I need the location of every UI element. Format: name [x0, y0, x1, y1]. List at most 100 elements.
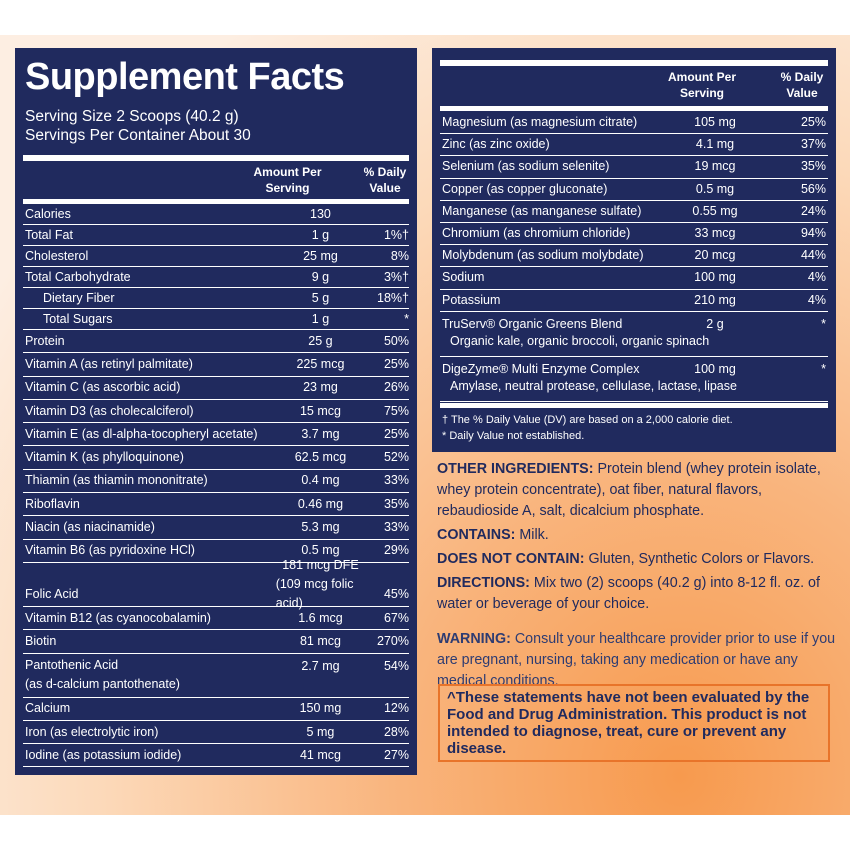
daily-value-text: 29% — [383, 543, 409, 558]
nutrient-name-text: Protein — [25, 333, 65, 348]
divider — [440, 403, 828, 408]
daily-value-text: 4% — [807, 292, 826, 307]
note-label: CONTAINS: — [437, 527, 516, 543]
nutrient-name-text: Iron (as electrolytic iron) — [25, 724, 159, 739]
nutrient-name: Vitamin B12 (as cyanocobalamin) — [23, 607, 276, 629]
note: DOES NOT CONTAIN: Gluten, Synthetic Colo… — [437, 549, 837, 570]
nutrient-name-text: Sodium — [442, 270, 485, 285]
amount: 100 mg — [670, 357, 760, 401]
nutrient-name-text: Chromium (as chromium chloride) — [442, 226, 631, 241]
amount: 81 mcg — [276, 630, 366, 652]
nutrient-row: Total Carbohydrate 9 g 3%† — [23, 267, 409, 288]
nutrient-row: Riboflavin 0.46 mg 35% — [23, 493, 409, 517]
nutrient-name: Total Fat — [23, 225, 276, 245]
amount-text: 105 mg — [694, 115, 736, 130]
nutrient-name-text: Riboflavin — [25, 496, 80, 511]
daily-value: 50% — [365, 330, 409, 352]
amount-text: 5 g — [311, 290, 330, 305]
nutrient-name-text: Vitamin A (as retinyl palmitate) — [25, 356, 193, 371]
amount: 33 mcg — [670, 223, 760, 244]
amount: 150 mg — [276, 698, 366, 720]
nutrient-name: Vitamin K (as phylloquinone) — [23, 446, 276, 468]
nutrient-row: Sodium 100 mg 4% — [440, 267, 828, 290]
amount: 0.46 mg — [276, 493, 366, 515]
nutrient-name-text: Total Sugars — [43, 311, 113, 326]
amount-text: 41 mcg — [299, 747, 341, 762]
nutrient-name-text: Total Fat — [25, 227, 73, 242]
daily-value: 18%† — [365, 288, 409, 308]
daily-value: 67% — [365, 607, 409, 629]
nutrient-name: Thiamin (as thiamin mononitrate) — [23, 470, 276, 492]
nutrient-name-text: Vitamin B6 (as pyridoxine HCl) — [25, 543, 195, 558]
nutrient-row: Folic Acid 181 mcg DFE (109 mcg folic acid… — [23, 558, 409, 610]
divider — [440, 106, 828, 111]
nutrient-name: DigeZyme® Multi Enzyme Complex — [440, 357, 670, 401]
nutrient-row: Thiamin (as thiamin mononitrate) 0.4 mg 33… — [23, 470, 409, 494]
note-label: DIRECTIONS: — [437, 575, 530, 591]
nutrient-name: Magnesium (as magnesium citrate) — [440, 112, 670, 133]
amount-text: 23 mg — [303, 380, 338, 395]
nutrient-name-text: Dietary Fiber — [43, 290, 115, 305]
amount-text: 5.3 mg — [301, 520, 340, 535]
daily-value-text: 45% — [383, 586, 409, 601]
nutrient-name: Protein — [23, 330, 276, 352]
footnote: * Daily Value not established. — [442, 430, 585, 442]
daily-value: 29% — [365, 540, 409, 562]
daily-value: 27% — [365, 744, 409, 766]
nutrient-name-text: Cholesterol — [25, 248, 89, 263]
nutrient-name: Manganese (as manganese sulfate) — [440, 201, 670, 222]
daily-value-text: 50% — [383, 333, 409, 348]
daily-value: 33% — [365, 470, 409, 492]
blend-detail: Organic kale, organic broccoli, organic … — [450, 333, 710, 348]
nutrient-name-text: Calcium — [25, 701, 71, 716]
amount: 5.3 mg — [276, 516, 366, 538]
nutrient-name-text: Iodine (as potassium iodide) — [25, 747, 182, 762]
disclaimer: ^These statements have not been evaluate… — [438, 684, 830, 762]
nutrient-name: Iron (as electrolytic iron) — [23, 721, 276, 743]
nutrient-name-text: Calories — [25, 206, 71, 221]
supplement-facts-panel-continued: Amount Per Serving % Daily Value Magnesi… — [432, 48, 836, 452]
amount: 0.5 mg — [670, 179, 760, 200]
nutrient-name-text: Niacin (as niacinamide) — [25, 520, 155, 535]
nutrient-row: Protein 25 g 50% — [23, 330, 409, 354]
nutrient-name-text: Molybdenum (as sodium molybdate) — [442, 248, 644, 263]
nutrient-row: Copper (as copper gluconate) 0.5 mg 56% — [440, 179, 828, 201]
nutrient-name: Vitamin E (as dl-alpha-tocopheryl acetat… — [23, 423, 276, 445]
daily-value: 12% — [365, 698, 409, 720]
daily-value — [365, 204, 409, 224]
daily-value-text: 27% — [383, 747, 409, 762]
daily-value: 270% — [365, 630, 409, 652]
daily-value-text: 18%† — [377, 290, 410, 305]
daily-value: 8% — [365, 246, 409, 266]
daily-value: * — [760, 312, 826, 356]
nutrient-row: Niacin (as niacinamide) 5.3 mg 33% — [23, 516, 409, 540]
amount-text: 62.5 mcg — [294, 450, 347, 465]
amount-text: 0.5 mg — [301, 543, 340, 558]
daily-value: 4% — [760, 290, 826, 311]
nutrient-name: Dietary Fiber — [23, 288, 276, 308]
amount-text: 0.5 mg — [695, 181, 735, 196]
amount: 0.5 mg — [276, 540, 366, 562]
nutrient-name: Molybdenum (as sodium molybdate) — [440, 245, 670, 266]
daily-value-text: 25% — [800, 115, 826, 130]
daily-value-text: 1%† — [383, 227, 409, 242]
amount-line: (109 mcg folic acid) — [275, 576, 354, 610]
daily-value-text: * — [821, 361, 826, 376]
nutrient-name: Zinc (as zinc oxide) — [440, 134, 670, 155]
nutrient-name: Calories — [23, 204, 276, 224]
nutrient-row: Dietary Fiber 5 g 18%† — [23, 288, 409, 309]
daily-value-text: 24% — [800, 203, 826, 218]
nutrient-name: Copper (as copper gluconate) — [440, 179, 670, 200]
nutrient-row: Vitamin D3 (as cholecalciferol) 15 mcg 75% — [23, 400, 409, 424]
amount: 100 mg — [670, 267, 760, 288]
amount-text: 2.7 mg — [301, 658, 340, 673]
nutrient-name: Vitamin B6 (as pyridoxine HCl) — [23, 540, 276, 562]
amount: 19 mcg — [670, 156, 760, 177]
amount: 181 mcg DFE (109 mcg folic acid) — [276, 558, 366, 610]
daily-value-text: 26% — [383, 380, 409, 395]
servings-per-container: Servings Per Container About 30 — [25, 127, 251, 144]
daily-value: 54% — [365, 654, 409, 697]
daily-value-header: % Daily Value — [363, 165, 407, 195]
nutrient-row: Calcium 150 mg 12% — [23, 698, 409, 721]
daily-value: 44% — [760, 245, 826, 266]
